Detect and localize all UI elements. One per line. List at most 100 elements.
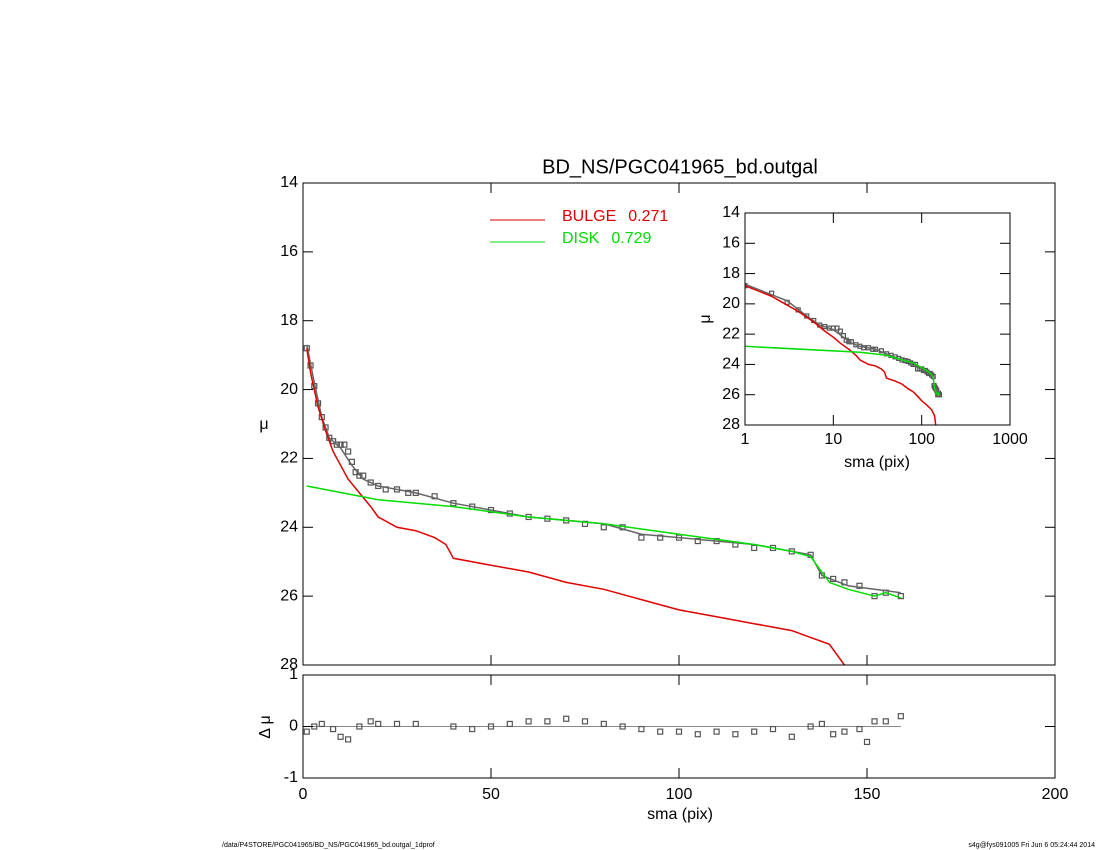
y-tick-label: 22 <box>722 325 740 342</box>
residual-point <box>337 733 344 740</box>
data-point <box>341 441 348 448</box>
data-point <box>837 328 843 334</box>
x-tick-label: 1 <box>741 431 750 448</box>
residual-point <box>345 736 352 743</box>
y-tick-label: -1 <box>284 769 298 786</box>
legend-label: BULGE <box>562 208 616 225</box>
footer-right: s4g@fys091005 Fri Jun 6 05:24:44 2014 <box>968 842 1095 849</box>
data-point <box>638 534 645 541</box>
residual-point <box>871 718 878 725</box>
series-line <box>306 348 846 665</box>
residual-point <box>675 728 683 735</box>
data-point <box>333 441 340 448</box>
y-tick-label: 20 <box>722 295 740 312</box>
x-axis-label: sma (pix) <box>844 454 910 471</box>
residual-point <box>525 718 532 725</box>
residual-point <box>581 718 589 725</box>
data-point <box>405 489 412 496</box>
residual-point <box>356 723 363 730</box>
y-axis-label: μ <box>259 416 268 433</box>
series-line <box>745 345 941 397</box>
residual-point <box>563 715 570 722</box>
x-axis-label: sma (pix) <box>647 806 713 823</box>
residual-point <box>788 733 795 740</box>
series-line <box>306 344 901 594</box>
residual-point <box>841 728 848 735</box>
x-tick-label: 50 <box>482 786 500 803</box>
residual-point <box>506 720 513 728</box>
y-tick-label: 24 <box>722 356 740 373</box>
data-point <box>897 593 904 600</box>
residual-point <box>375 720 382 728</box>
residual-point <box>732 731 739 738</box>
residual-point <box>600 720 607 728</box>
plot-area <box>303 344 904 665</box>
y-tick-label: 1 <box>289 666 298 683</box>
x-tick-label: 200 <box>1042 786 1069 803</box>
x-tick-label: 100 <box>666 786 693 803</box>
y-tick-label: 20 <box>280 381 298 398</box>
residual-point <box>367 718 374 725</box>
data-point <box>834 325 840 331</box>
residual-point <box>830 731 837 738</box>
y-axis-label: Δ μ <box>257 715 274 738</box>
legend-fraction: 0.271 <box>628 208 668 225</box>
y-tick-label: 16 <box>280 243 298 260</box>
residual-point <box>318 720 325 728</box>
residual-point <box>751 728 758 735</box>
frame <box>744 212 1011 426</box>
residual-point <box>469 725 476 733</box>
residual-point <box>487 723 495 730</box>
plot-area <box>303 713 904 746</box>
y-tick-label: 28 <box>280 656 298 673</box>
residual-point <box>882 718 889 725</box>
data-point <box>581 520 589 527</box>
residual-point <box>807 723 814 730</box>
data-point <box>329 438 337 445</box>
residual-point <box>657 728 664 735</box>
data-point <box>600 524 607 531</box>
series-line <box>306 485 902 599</box>
data-point <box>356 472 363 479</box>
y-tick-label: 22 <box>280 450 298 467</box>
y-tick-label: 16 <box>722 235 740 252</box>
y-tick-label: 0 <box>289 718 298 735</box>
residual-point <box>619 723 626 730</box>
residual-point <box>412 720 419 728</box>
x-tick-label: 0 <box>299 786 308 803</box>
x-tick-label: 150 <box>854 786 881 803</box>
y-tick-label: 18 <box>280 312 298 329</box>
residual-point <box>450 723 457 730</box>
data-point <box>751 544 758 552</box>
residual-point <box>393 720 401 728</box>
x-tick-label: 100 <box>908 431 935 448</box>
residual-point <box>897 713 904 720</box>
legend-fraction: 0.729 <box>611 230 651 247</box>
y-tick-label: 14 <box>280 174 298 191</box>
plot-area <box>745 283 943 425</box>
y-tick-label: 24 <box>280 519 298 536</box>
residual-point <box>329 725 337 733</box>
residual-point <box>769 725 777 733</box>
residual-point <box>694 731 701 738</box>
series-line <box>745 283 940 394</box>
x-tick-label: 1000 <box>992 431 1028 448</box>
y-tick-label: 26 <box>280 587 298 604</box>
residual-point <box>863 738 871 746</box>
y-axis-label: μ <box>697 314 714 323</box>
legend-label: DISK <box>562 230 600 247</box>
series-line <box>745 285 937 425</box>
data-point <box>856 582 863 589</box>
frame <box>302 182 1056 666</box>
residual-point <box>856 725 863 733</box>
y-tick-label: 28 <box>722 416 740 433</box>
data-point <box>657 534 664 541</box>
data-point <box>694 537 701 545</box>
y-tick-label: 18 <box>722 265 740 282</box>
data-point <box>345 448 352 455</box>
residual-point <box>544 718 551 725</box>
y-tick-label: 14 <box>722 204 740 221</box>
residual-point <box>638 725 645 733</box>
y-tick-label: 26 <box>722 386 740 403</box>
